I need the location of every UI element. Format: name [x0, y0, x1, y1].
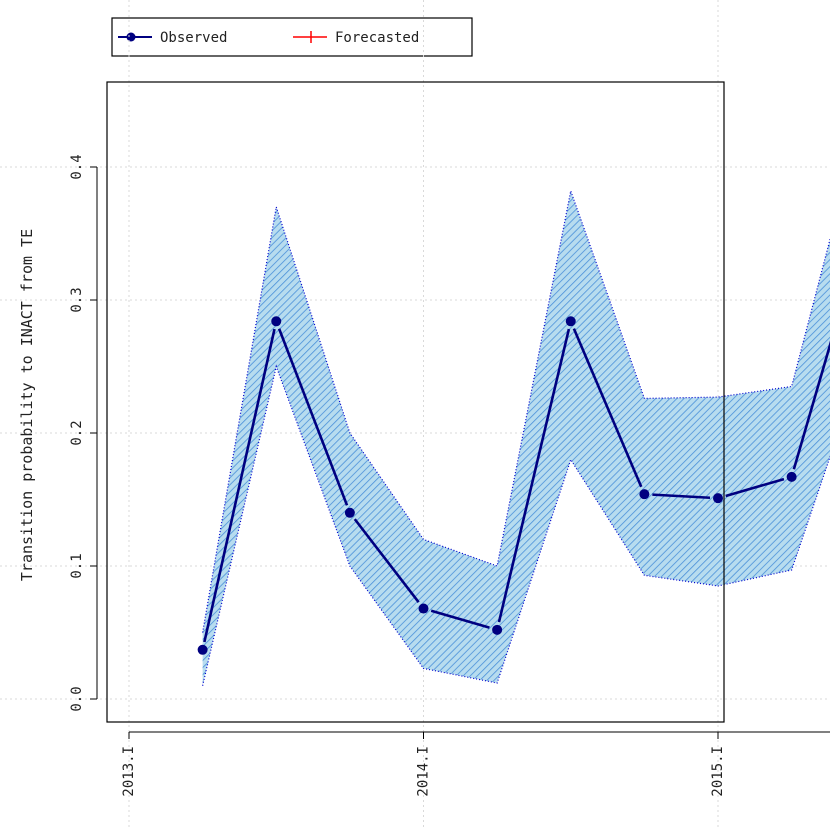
y-tick-label: 0.3 [69, 287, 85, 312]
legend: Observed Forecasted [111, 17, 473, 57]
observed-line-segment [725, 477, 785, 498]
series [197, 316, 830, 655]
legend-observed-marker [126, 32, 136, 42]
legend-box [111, 17, 473, 57]
y-tick-label: 0.0 [69, 686, 85, 711]
observed-line-segment [572, 328, 643, 488]
legend-observed-label: Observed [160, 30, 227, 46]
observed-point [713, 493, 723, 504]
observed-point [197, 644, 208, 655]
x-tick-label: 2013.I [121, 746, 137, 797]
observed-point [565, 316, 576, 327]
y-axis-title: Transition probability to INACT from TE [18, 229, 36, 581]
observed-point [492, 624, 503, 635]
y-tick-label: 0.4 [69, 154, 85, 179]
x-tick-label: 2015.I [710, 746, 726, 797]
observed-line-segment [430, 609, 490, 629]
observed-point [344, 507, 355, 518]
y-tick-label: 0.2 [69, 420, 85, 445]
observed-point [639, 489, 650, 500]
observed-line-segment [792, 340, 830, 470]
y-tick-label: 0.1 [69, 553, 85, 578]
plot-frame [106, 81, 725, 723]
observed-line-segment [203, 328, 276, 643]
confidence-band [202, 188, 830, 686]
observed-line-segment [652, 493, 711, 500]
observed-line-segment [277, 328, 349, 506]
observed-line-segment [353, 518, 420, 604]
observed-line-segment [497, 328, 571, 623]
legend-forecast-label: Forecasted [335, 30, 419, 46]
observed-point [786, 471, 797, 482]
observed-point [418, 603, 429, 614]
x-tick-label: 2014.I [416, 746, 432, 797]
axes: 0.00.10.20.30.42013.I2014.I2015.I2016.I2… [69, 154, 830, 797]
confidence-band-area [202, 190, 830, 686]
observed-point [271, 316, 282, 327]
